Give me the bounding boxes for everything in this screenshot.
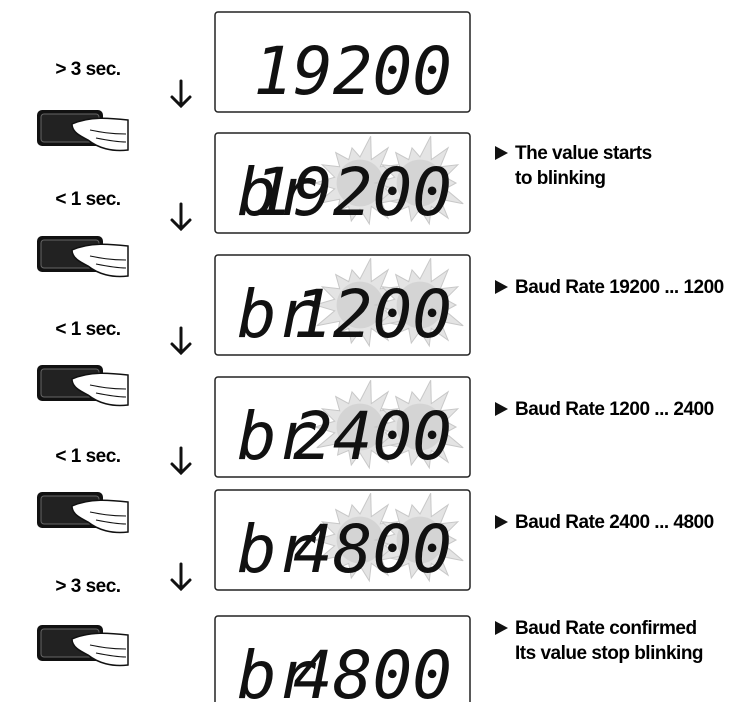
flow-arrow bbox=[170, 326, 192, 356]
note-text: Its value stop blinking bbox=[515, 643, 703, 664]
blink-glow bbox=[396, 516, 444, 564]
button-icon bbox=[37, 365, 129, 407]
flow-arrow bbox=[170, 79, 192, 109]
blink-glow bbox=[396, 403, 444, 451]
display-value: 4800 bbox=[293, 637, 452, 702]
display-frame bbox=[214, 11, 471, 113]
blink-glow bbox=[396, 281, 444, 329]
finger-lines bbox=[89, 129, 127, 143]
finger-lines bbox=[89, 511, 127, 525]
display-value: 19200 bbox=[253, 154, 452, 231]
display-prefix: br bbox=[237, 637, 317, 702]
note-marker bbox=[495, 621, 508, 635]
button-icon bbox=[37, 492, 129, 534]
press-duration: < 1 sec. bbox=[55, 189, 120, 210]
display-value: 1200 bbox=[293, 276, 452, 353]
finger-lines bbox=[89, 384, 127, 398]
note-marker bbox=[495, 280, 508, 294]
finger bbox=[71, 499, 129, 534]
display: 19200 bbox=[214, 11, 471, 113]
note-text: to blinking bbox=[515, 168, 606, 189]
flow-arrow bbox=[170, 446, 192, 476]
note-text: Baud Rate 1200 ... 2400 bbox=[515, 399, 714, 420]
press-duration: < 1 sec. bbox=[55, 319, 120, 340]
blink-glow bbox=[396, 159, 444, 207]
note-text: Baud Rate confirmed bbox=[515, 618, 697, 639]
finger-lines bbox=[89, 644, 127, 658]
button-icon bbox=[37, 110, 129, 152]
press-duration: > 3 sec. bbox=[55, 59, 120, 80]
note-text: The value starts bbox=[515, 143, 652, 164]
display-frame bbox=[214, 615, 471, 702]
finger bbox=[71, 632, 129, 667]
finger bbox=[71, 117, 129, 152]
display-value: 2400 bbox=[293, 398, 452, 475]
blink-glow bbox=[336, 281, 384, 329]
flow-arrow bbox=[170, 202, 192, 232]
display-prefix: br bbox=[237, 398, 317, 475]
note-marker bbox=[495, 146, 508, 160]
display-prefix: br bbox=[237, 154, 317, 231]
flow-arrow bbox=[170, 562, 192, 592]
press-duration: > 3 sec. bbox=[55, 576, 120, 597]
finger bbox=[71, 372, 129, 407]
press-duration: < 1 sec. bbox=[55, 446, 120, 467]
button-icon bbox=[37, 625, 129, 667]
finger bbox=[71, 243, 129, 278]
note-marker bbox=[495, 402, 508, 416]
note-marker bbox=[495, 515, 508, 529]
display-value: 4800 bbox=[293, 511, 452, 588]
display-prefix: br bbox=[237, 276, 317, 353]
note-text: Baud Rate 19200 ... 1200 bbox=[515, 277, 724, 298]
button-icon bbox=[37, 236, 129, 278]
note-text: Baud Rate 2400 ... 4800 bbox=[515, 512, 714, 533]
blink-glow bbox=[336, 159, 384, 207]
display-prefix: br bbox=[237, 511, 317, 588]
blink-glow bbox=[336, 403, 384, 451]
finger-lines bbox=[89, 255, 127, 269]
display-value: 19200 bbox=[253, 33, 452, 110]
blink-glow bbox=[336, 516, 384, 564]
